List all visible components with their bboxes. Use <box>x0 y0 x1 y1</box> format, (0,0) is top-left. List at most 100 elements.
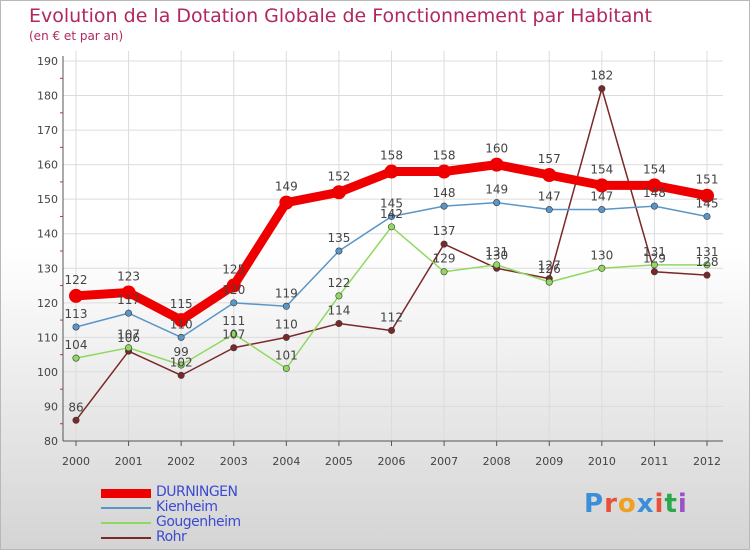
y-tick-label-130: 130 <box>37 262 58 275</box>
data-point-rohr-2002 <box>177 371 185 379</box>
data-labels: 122 123 115 125 149 152 158 158 160 157 154 154 151 1… <box>65 69 719 415</box>
data-label-gougenheim-2004: 101 <box>275 348 298 362</box>
data-point-rohr-2012 <box>703 271 711 279</box>
data-point-kienheim-2000 <box>72 323 80 331</box>
data-label-rohr-2010: 182 <box>590 69 613 83</box>
data-label-durningen-2009: 157 <box>538 152 561 166</box>
data-point-gougenheim-2004 <box>282 364 290 372</box>
y-tick-label-190: 190 <box>37 55 58 68</box>
data-point-rohr-2010 <box>598 85 606 93</box>
data-point-rohr-2005 <box>335 320 343 328</box>
data-point-kienheim-2005 <box>335 247 343 255</box>
data-label-durningen-2006: 158 <box>380 149 403 163</box>
data-label-durningen-2005: 152 <box>327 169 350 183</box>
data-point-rohr-2004 <box>282 333 290 341</box>
data-label-gougenheim-2008: 131 <box>485 245 508 259</box>
y-tick-label-100: 100 <box>37 366 58 379</box>
data-label-gougenheim-2010: 130 <box>590 248 613 262</box>
x-tick-label-2012: 2012 <box>693 455 721 468</box>
data-label-durningen-2011: 154 <box>643 162 666 176</box>
logo-letter: t <box>664 489 678 519</box>
data-label-rohr-2011: 129 <box>643 252 666 266</box>
legend-label: Gougenheim <box>156 514 241 530</box>
x-tick-label-2009: 2009 <box>535 455 563 468</box>
data-label-durningen-2002: 115 <box>170 297 193 311</box>
logo-letter: i <box>654 489 665 519</box>
data-label-kienheim-2002: 110 <box>170 317 193 331</box>
data-label-durningen-2004: 149 <box>275 180 298 194</box>
data-point-kienheim-2007 <box>440 202 448 210</box>
x-tick-label-2001: 2001 <box>115 455 143 468</box>
x-tick-label-2006: 2006 <box>378 455 406 468</box>
legend-label: Kienheim <box>156 499 218 515</box>
data-point-rohr-2006 <box>387 326 395 334</box>
data-label-durningen-2010: 154 <box>590 162 613 176</box>
data-label-durningen-2003: 125 <box>222 263 245 277</box>
data-label-rohr-2012: 128 <box>696 255 719 269</box>
data-label-kienheim-2009: 147 <box>538 190 561 204</box>
y-tick-label-170: 170 <box>37 124 58 137</box>
data-label-rohr-2009: 127 <box>538 259 561 273</box>
data-point-gougenheim-2000 <box>72 354 80 362</box>
x-tick-label-2003: 2003 <box>220 455 248 468</box>
data-label-gougenheim-2007: 129 <box>433 252 456 266</box>
data-point-durningen-2001 <box>121 285 136 300</box>
data-label-kienheim-2010: 147 <box>590 190 613 204</box>
logo-letter: r <box>604 489 618 519</box>
axes: 80 90 100 110 120 130 140 150 160 170 180 190 2000 20… <box>37 55 723 468</box>
data-label-rohr-2008: 130 <box>485 248 508 262</box>
legend-swatch <box>101 537 151 539</box>
legend-swatch <box>101 507 151 509</box>
data-point-kienheim-2002 <box>177 333 185 341</box>
data-label-durningen-2008: 160 <box>485 142 508 156</box>
data-point-gougenheim-2006 <box>387 223 395 231</box>
x-tick-label-2007: 2007 <box>430 455 458 468</box>
x-tick-label-2004: 2004 <box>272 455 300 468</box>
data-point-kienheim-2011 <box>650 202 658 210</box>
data-label-durningen-2001: 123 <box>117 269 140 283</box>
x-tick-label-2005: 2005 <box>325 455 353 468</box>
data-point-rohr-2011 <box>650 268 658 276</box>
proxiti-logo: Proxiti <box>584 489 688 519</box>
data-label-durningen-2000: 122 <box>65 273 88 287</box>
legend-label: DURNINGEN <box>156 484 238 500</box>
data-label-gougenheim-2002: 99 <box>174 345 189 359</box>
data-label-kienheim-2007: 148 <box>433 186 456 200</box>
data-point-durningen-2007 <box>437 164 452 179</box>
data-point-durningen-2010 <box>594 178 609 193</box>
data-point-gougenheim-2011 <box>650 261 658 269</box>
data-point-rohr-2003 <box>230 344 238 352</box>
data-label-gougenheim-2003: 111 <box>222 314 245 328</box>
y-tick-label-110: 110 <box>37 331 58 344</box>
x-tick-label-2002: 2002 <box>167 455 195 468</box>
data-label-gougenheim-2011: 131 <box>643 245 666 259</box>
data-label-kienheim-2012: 145 <box>696 196 719 210</box>
y-tick-label-140: 140 <box>37 228 58 241</box>
logo-letter: i <box>677 489 688 519</box>
chart-subtitle: (en € et par an) <box>29 29 124 43</box>
data-point-kienheim-2004 <box>282 302 290 310</box>
data-label-gougenheim-2009: 126 <box>538 262 561 276</box>
data-label-rohr-2006: 112 <box>380 310 403 324</box>
data-point-gougenheim-2003 <box>230 330 238 338</box>
logo-letter: x <box>636 489 655 519</box>
data-label-gougenheim-2000: 104 <box>65 338 88 352</box>
data-point-kienheim-2008 <box>493 199 501 207</box>
data-label-gougenheim-2006: 142 <box>380 207 403 221</box>
data-label-gougenheim-2005: 122 <box>327 276 350 290</box>
data-label-kienheim-2003: 120 <box>222 283 245 297</box>
data-point-gougenheim-2009 <box>545 278 553 286</box>
legend-swatch <box>101 488 151 498</box>
data-point-durningen-2004 <box>279 195 294 210</box>
data-point-gougenheim-2012 <box>703 261 711 269</box>
y-tick-label-120: 120 <box>37 297 58 310</box>
data-point-kienheim-2003 <box>230 299 238 307</box>
x-tick-label-2011: 2011 <box>640 455 668 468</box>
data-label-gougenheim-2012: 131 <box>696 245 719 259</box>
y-tick-label-150: 150 <box>37 193 58 206</box>
data-point-durningen-2002 <box>174 313 189 328</box>
data-label-rohr-2001: 106 <box>117 331 140 345</box>
data-label-durningen-2012: 151 <box>696 173 719 187</box>
